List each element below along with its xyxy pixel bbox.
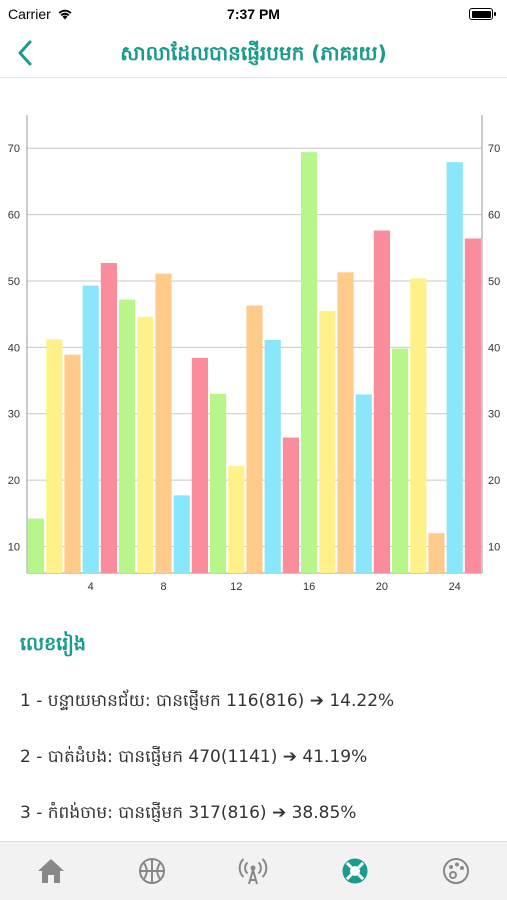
carrier: Carrier [8, 6, 73, 22]
ranking-item: 3 - កំពង់ចាម: បានផ្ញើមក 317(816) ➔ 38.85… [20, 803, 357, 823]
antenna-icon [239, 858, 268, 885]
chart-bar [64, 354, 81, 573]
navigation-bar: សាលាដែលបានផ្ញើរបមក (ភាគរយ) [0, 28, 507, 78]
battery-icon [469, 8, 496, 20]
back-button[interactable] [10, 36, 40, 70]
chart-bar [119, 299, 136, 573]
y-tick-label: 70 [488, 143, 500, 155]
x-tick-label: 4 [88, 581, 94, 593]
tab-home[interactable] [21, 851, 81, 891]
tab-sports[interactable] [122, 851, 182, 891]
x-tick-label: 8 [160, 581, 166, 593]
chart-bar [410, 278, 427, 573]
chart-bar [301, 152, 318, 573]
chart-bar [282, 437, 299, 573]
page-title: សាលាដែលបានផ្ញើរបមក (ភាគរយ) [120, 41, 387, 65]
chevron-left-icon [18, 40, 32, 66]
x-tick-label: 24 [449, 581, 461, 593]
section-title: លេខរៀង [20, 633, 86, 655]
y-tick-label: 30 [488, 409, 500, 421]
y-tick-label: 50 [488, 276, 500, 288]
chart-bar [446, 162, 463, 573]
tab-broadcast[interactable] [223, 851, 283, 891]
chart-bar [264, 340, 281, 573]
chart-bar [82, 285, 99, 573]
chart-bar [173, 495, 190, 573]
y-tick-label: 30 [8, 409, 20, 421]
carrier-label: Carrier [8, 6, 51, 22]
tab-theme[interactable] [426, 851, 486, 891]
chart-bar [392, 348, 409, 573]
bar-chart: 10 10 20 20 30 30 40 40 50 50 60 60 70 70 4 8 12 16 20 24 [0, 100, 507, 600]
chart-bar [337, 272, 354, 573]
tab-help[interactable] [325, 851, 385, 891]
chart-bar [464, 238, 481, 573]
chart-bar [100, 263, 117, 573]
x-tick-label: 12 [230, 581, 242, 593]
chart-svg: 10 10 20 20 30 30 40 40 50 50 60 60 70 70 4 8 12 16 20 24 [8, 115, 500, 593]
chart-bar [28, 518, 45, 573]
chart-bar [355, 394, 372, 573]
y-tick-label: 60 [8, 210, 20, 222]
chart-bar [210, 393, 227, 573]
basketball-icon [139, 858, 166, 884]
ranking-item: 2 - បាត់ដំបង: បានផ្ញើមក 470(1141) ➔ 41.1… [20, 747, 368, 767]
y-tick-label: 60 [488, 210, 500, 222]
chart-bar [246, 305, 263, 573]
y-tick-label: 20 [8, 475, 20, 487]
chart-bar [46, 339, 63, 573]
wifi-icon [58, 9, 72, 20]
x-tick-label: 16 [303, 581, 315, 593]
chart-bar [319, 310, 336, 573]
lifebuoy-icon [342, 858, 368, 884]
home-icon [37, 859, 64, 883]
y-tick-label: 70 [8, 143, 20, 155]
status-bar: Carrier 7:37 PM [0, 0, 507, 28]
y-tick-label: 40 [488, 342, 500, 354]
chart-bar [428, 533, 445, 573]
y-tick-label: 10 [488, 541, 500, 553]
y-tick-label: 10 [8, 541, 20, 553]
tab-bar [0, 841, 507, 900]
y-tick-label: 40 [8, 342, 20, 354]
chart-bar [191, 357, 208, 573]
chart-bar [137, 316, 154, 573]
y-tick-label: 50 [8, 276, 20, 288]
x-tick-label: 20 [376, 581, 388, 593]
chart-bar [228, 466, 245, 573]
chart-bar [373, 230, 390, 573]
palette-icon [443, 858, 470, 884]
y-tick-label: 20 [488, 475, 500, 487]
chart-bar [155, 273, 172, 573]
status-time: 7:37 PM [227, 6, 280, 22]
ranking-item: 1 - បន្ទាយមានជ័យ: បានផ្ញើមក 116(816) ➔ 1… [20, 691, 395, 711]
